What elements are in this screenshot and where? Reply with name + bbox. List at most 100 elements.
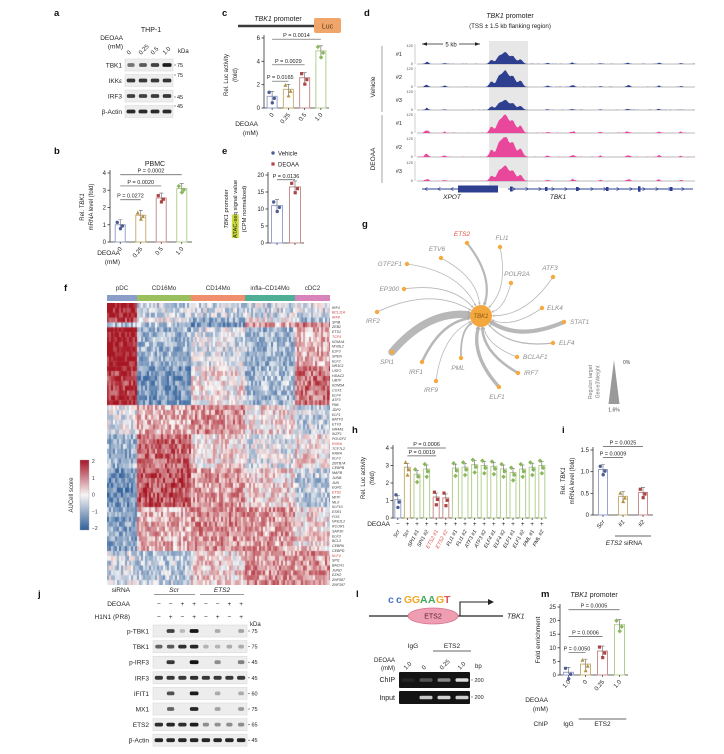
svg-text:5: 5 [261, 224, 265, 230]
svg-text:KDM1A: KDM1A [332, 340, 345, 344]
svg-text:#2: #2 [638, 519, 647, 528]
svg-text:TBK1: TBK1 [473, 314, 488, 320]
svg-text:c: c [396, 594, 402, 606]
svg-text:1: 1 [92, 476, 95, 482]
svg-text:Fold enrichment: Fold enrichment [535, 617, 542, 664]
svg-text:KLF3: KLF3 [332, 457, 341, 461]
svg-text:P = 0.0006: P = 0.0006 [413, 442, 440, 448]
svg-text:120: 120 [406, 43, 413, 48]
svg-text:KLF10: KLF10 [332, 505, 343, 509]
svg-text:0.25: 0.25 [132, 246, 145, 259]
svg-text:TBK1 promoter: TBK1 promoter [254, 16, 302, 23]
svg-text:G: G [412, 594, 420, 606]
svg-text:0.25: 0.25 [280, 112, 293, 125]
svg-text:−: − [204, 614, 208, 621]
svg-text:DEOAA: DEOAA [100, 35, 123, 42]
svg-text:P = 0.0006: P = 0.0006 [572, 630, 599, 636]
svg-text:0.5: 0.5 [298, 112, 308, 123]
svg-text:TBK1: TBK1 [550, 194, 567, 201]
panel-a-western-blot: THP-1 DEOAA (mM)0 0.25 0.5 1.0 kDa TBK1 75 IKKε 75… [100, 27, 189, 118]
svg-text:(mM): (mM) [533, 706, 548, 713]
svg-text:XPOT: XPOT [442, 194, 462, 201]
svg-text:75: 75 [252, 645, 258, 651]
svg-text:β-Actin: β-Actin [102, 109, 123, 116]
svg-text:ETS2: ETS2 [454, 231, 471, 238]
svg-text:0: 0 [92, 493, 95, 499]
svg-text:#3: #3 [396, 169, 402, 175]
svg-text:ETS2: ETS2 [133, 722, 150, 729]
svg-text:120: 120 [406, 136, 413, 141]
svg-text:−2: −2 [92, 526, 98, 532]
svg-text:+: + [502, 521, 506, 528]
svg-text:HDAC2: HDAC2 [332, 374, 344, 378]
svg-text:JUNB: JUNB [331, 476, 342, 480]
panel-h-label: h [352, 425, 358, 436]
svg-text:THP-1: THP-1 [141, 27, 161, 34]
svg-text:IgG: IgG [563, 721, 573, 728]
svg-text:ELK3: ELK3 [332, 534, 341, 538]
svg-text:P = 0.0272: P = 0.0272 [117, 194, 144, 200]
svg-text:cDC2: cDC2 [305, 285, 321, 292]
svg-text:1.5: 1.5 [581, 448, 590, 454]
svg-text:TCF4: TCF4 [332, 335, 341, 339]
panel-f-heatmap [107, 303, 330, 585]
svg-text:JDP2: JDP2 [331, 408, 341, 412]
svg-text:45: 45 [252, 738, 258, 744]
svg-text:+: + [434, 521, 438, 528]
svg-text:SPI1: SPI1 [380, 359, 394, 366]
svg-text:P = 0.0005: P = 0.0005 [581, 604, 608, 610]
panel-b-bar-chart: PBMC Rel. TBK1 mRNA level (fold) 0 1 2 3 4 P = 0… [80, 161, 192, 266]
svg-text:P = 0.0165: P = 0.0165 [267, 75, 294, 81]
svg-text:10: 10 [257, 207, 264, 213]
svg-text:+: + [239, 601, 243, 608]
svg-text:Input: Input [379, 695, 395, 702]
svg-text:Scr: Scr [402, 529, 411, 539]
panel-c-bar-chart: TBK1 promoter Luc Rel. Luc activity (fold) 0… [224, 16, 341, 137]
svg-text:Rel. Luc activity: Rel. Luc activity [361, 457, 367, 499]
svg-text:Scr: Scr [393, 529, 402, 539]
svg-text:75: 75 [252, 707, 258, 713]
svg-text:1: 1 [386, 499, 390, 505]
svg-text:75: 75 [177, 63, 183, 69]
svg-text:ELK4: ELK4 [547, 305, 563, 312]
svg-text:0: 0 [421, 664, 428, 671]
svg-text:4: 4 [103, 171, 107, 177]
svg-text:ETV3: ETV3 [332, 422, 341, 426]
svg-text:P = 0.0050: P = 0.0050 [564, 646, 591, 652]
svg-text:IRF3: IRF3 [108, 94, 122, 101]
svg-text:CEBPA: CEBPA [332, 544, 345, 548]
svg-text:1.0: 1.0 [162, 46, 173, 57]
svg-text:0: 0 [553, 673, 557, 679]
svg-text:p-IRF3: p-IRF3 [129, 660, 149, 667]
svg-text:BCL3: BCL3 [332, 539, 341, 543]
svg-text:PBMC: PBMC [145, 161, 165, 168]
svg-text:CD14Mo: CD14Mo [206, 285, 231, 292]
svg-text:(mM): (mM) [105, 259, 120, 266]
svg-text:Regulon target: Regulon target [588, 364, 594, 399]
svg-text:TBK1: TBK1 [106, 63, 123, 70]
svg-text:1.0: 1.0 [581, 470, 590, 476]
svg-text:120: 120 [406, 160, 413, 165]
svg-text:200: 200 [475, 678, 484, 684]
svg-text:TBK1 promoter: TBK1 promoter [486, 13, 534, 20]
svg-text:ATF3: ATF3 [541, 265, 558, 272]
svg-text:0: 0 [103, 240, 107, 246]
svg-text:IFIT1: IFIT1 [134, 691, 150, 698]
svg-text:(fold): (fold) [370, 471, 376, 485]
svg-text:(CPM normalized): (CPM normalized) [242, 186, 248, 233]
svg-text:−: − [204, 601, 208, 608]
svg-text:BCLAF1: BCLAF1 [523, 354, 548, 361]
svg-text:ETV6: ETV6 [429, 246, 446, 253]
svg-text:ELF1: ELF1 [489, 394, 505, 401]
svg-text:P = 0.0136: P = 0.0136 [273, 174, 300, 180]
panel-e-label: e [222, 146, 228, 157]
svg-text:−: − [157, 614, 161, 621]
panel-i-bar-chart: Rel. TBK1 mRNA level (fold) 0 0.5 1.0 1.5 P = … [561, 441, 653, 547]
svg-text:(mM): (mM) [381, 666, 395, 672]
svg-text:#1: #1 [396, 121, 402, 127]
svg-text:NR4A1: NR4A1 [332, 427, 344, 431]
svg-text:15: 15 [257, 190, 264, 196]
svg-text:0: 0 [411, 154, 414, 159]
svg-text:ELF1: ELF1 [332, 413, 341, 417]
svg-text:CD16Mo: CD16Mo [152, 285, 177, 292]
